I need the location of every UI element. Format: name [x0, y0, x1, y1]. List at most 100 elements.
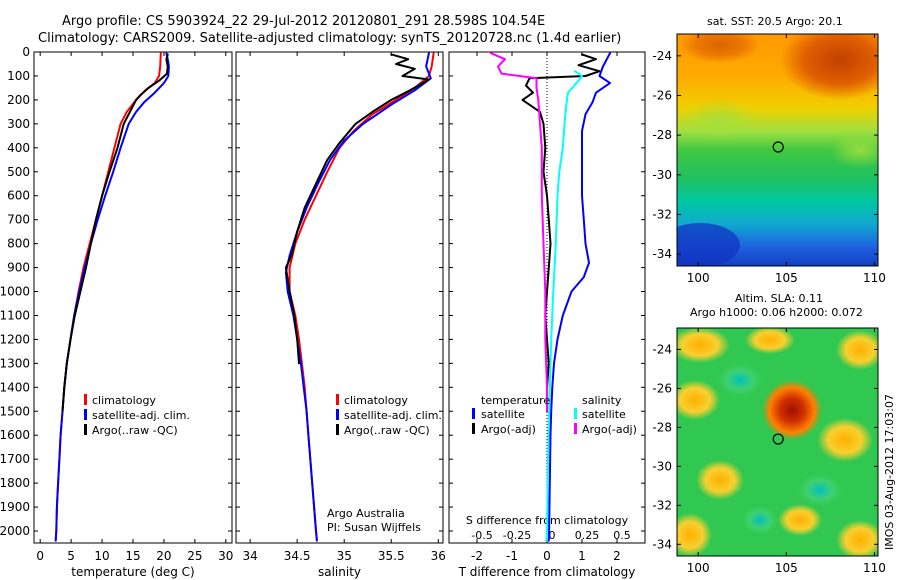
x-tick-label: 0 [36, 549, 44, 563]
figure-title-line2: Climatology: CARS2009. Satellite-adjuste… [38, 31, 621, 46]
sst-cold-patch [677, 223, 740, 266]
x-tick-label: 20 [156, 549, 171, 563]
x-tick-label: 1 [578, 549, 586, 563]
x-tick-label: 34 [242, 549, 257, 563]
series-line-satellite-adj-clim- [54, 52, 170, 542]
map-x-tick-label: 110 [863, 561, 886, 575]
top-tick-label: -0.5 [471, 529, 492, 542]
map-x-tick-label: 100 [687, 271, 710, 285]
y-tick-label: 1600 [0, 428, 30, 442]
y-tick-label: 100 [7, 69, 30, 83]
legend-label-sal-argo: Argo(-adj) [582, 423, 637, 436]
annotation-pi: PI: Susan Wijffels [327, 521, 421, 534]
series-line-temperature-satellite [547, 52, 611, 542]
sla-warm-patch [778, 504, 822, 536]
y-tick-label: 2000 [0, 524, 30, 538]
figure-title-line1: Argo profile: CS 5903924_22 29-Jul-2012 … [62, 14, 545, 29]
map-y-tick-label: -34 [652, 537, 672, 551]
sst-map-title: sat. SST: 20.5 Argo: 20.1 [707, 15, 843, 28]
sst-map-frame [676, 33, 879, 267]
sla-warm-patch [677, 380, 720, 420]
y-tick-label: 1300 [0, 356, 30, 370]
annotation-argo-australia: Argo Australia [327, 507, 405, 520]
legend-label-climatology: climatology [344, 394, 408, 407]
salinity-panel: 34 34.5 35 35.5 36 salinity [235, 51, 446, 579]
x-tick-label: 2 [613, 549, 621, 563]
plot-frame [33, 51, 233, 544]
legend-swatch-sal-argo [574, 423, 577, 434]
x-tick-label: 5 [67, 549, 75, 563]
map-y-tick-label: -24 [652, 49, 672, 63]
x-axis-label: T difference from climatology [458, 565, 636, 579]
series-line-temperature-argo-adj- [521, 53, 601, 413]
legend-label-temp-argo: Argo(-adj) [481, 423, 536, 436]
legend-label-argo: Argo(..raw -QC) [344, 424, 430, 437]
y-tick-label: 1500 [0, 404, 30, 418]
y-tick-label: 600 [7, 189, 30, 203]
sla-cool-patch [798, 474, 842, 506]
series-line-salinity-argo-adj- [490, 52, 548, 413]
legend-title-temperature: temperature [481, 394, 550, 407]
plot-frame [235, 51, 444, 544]
y-tick-label: 1400 [0, 380, 30, 394]
map-x-tick-label: 110 [863, 271, 886, 285]
legend-swatch-climatology [336, 394, 339, 405]
top-tick-label: 0.25 [575, 529, 600, 542]
sst-map: sat. SST: 20.5 Argo: 20.1 100 105 110 -24 -2… [652, 15, 886, 285]
sla-warm-patch [696, 460, 744, 500]
legend-label-temp-satellite: satellite [481, 408, 525, 421]
sla-cool-patch [742, 506, 778, 534]
map-y-tick-label: -26 [652, 381, 672, 395]
x-tick-label: 15 [125, 549, 140, 563]
sla-warm-patch [677, 513, 712, 556]
series-line-salinity-satellite [545, 70, 583, 542]
temperature-panel: 0100200300400500600700800900100011001200… [0, 45, 233, 579]
x-tick-label: 35.5 [378, 549, 405, 563]
sla-warm-patch [836, 520, 878, 556]
x-tick-label: -1 [506, 549, 518, 563]
top-tick-label: 0 [549, 529, 556, 542]
map-x-tick-label: 100 [687, 561, 710, 575]
legend-swatch-temp-argo [472, 423, 475, 434]
y-tick-label: 1000 [0, 285, 30, 299]
legend-swatch-satellite [336, 409, 339, 420]
x-tick-label: 34.5 [284, 549, 311, 563]
sla-map-title-line2: Argo h1000: 0.06 h2000: 0.072 [690, 306, 863, 319]
y-tick-label: 1700 [0, 452, 30, 466]
legend-swatch-sal-satellite [574, 408, 577, 419]
sst-map-ticks: 100 105 110 -24 -26 -28 -30 -32 -34 [652, 34, 886, 285]
sla-map: Altim. SLA: 0.11 Argo h1000: 0.06 h2000:… [652, 292, 886, 575]
x-tick-label: -2 [471, 549, 483, 563]
sla-map-ticks: 100 105 110 -24 -26 -28 -30 -32 -34 [652, 328, 886, 575]
salinity-legend: climatology satellite-adj. clim. Argo(..… [327, 394, 442, 534]
x-tick-label: 25 [187, 549, 202, 563]
x-tick-label: 10 [94, 549, 109, 563]
sst-yellow-patch [830, 132, 878, 168]
legend-swatch-argo [336, 424, 339, 435]
sla-warm-patch [817, 418, 873, 462]
y-tick-label: 700 [7, 213, 30, 227]
footer-timestamp: IMOS 03-Aug-2012 17:03:07 [883, 394, 896, 550]
legend-title-salinity: salinity [582, 394, 622, 407]
y-tick-label: 1200 [0, 332, 30, 346]
legend-swatch-argo [84, 424, 87, 435]
map-y-tick-label: -28 [652, 128, 672, 142]
y-tick-label: 900 [7, 261, 30, 275]
temperature-legend: climatology satellite-adj. clim. Argo(..… [84, 394, 190, 437]
series-line-argo [61, 53, 169, 413]
map-y-tick-label: -24 [652, 342, 672, 356]
y-tick-label: 1800 [0, 476, 30, 490]
sla-hot-eddy [762, 380, 822, 440]
legend-label-argo: Argo(..raw -QC) [92, 424, 178, 437]
legend-label-climatology: climatology [92, 394, 156, 407]
x-tick-label: 30 [218, 549, 233, 563]
x-tick-label: 0 [543, 549, 551, 563]
y-tick-label: 200 [7, 93, 30, 107]
sst-warm-patch [780, 34, 878, 100]
sla-warm-patch [677, 328, 730, 363]
top-tick-label: -0.25 [503, 529, 531, 542]
y-tick-label: 300 [7, 117, 30, 131]
sla-map-frame [676, 327, 879, 557]
